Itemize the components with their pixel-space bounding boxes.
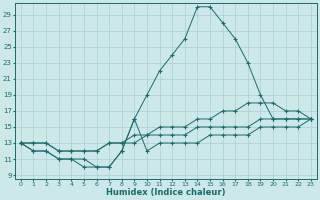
X-axis label: Humidex (Indice chaleur): Humidex (Indice chaleur) — [106, 188, 226, 197]
